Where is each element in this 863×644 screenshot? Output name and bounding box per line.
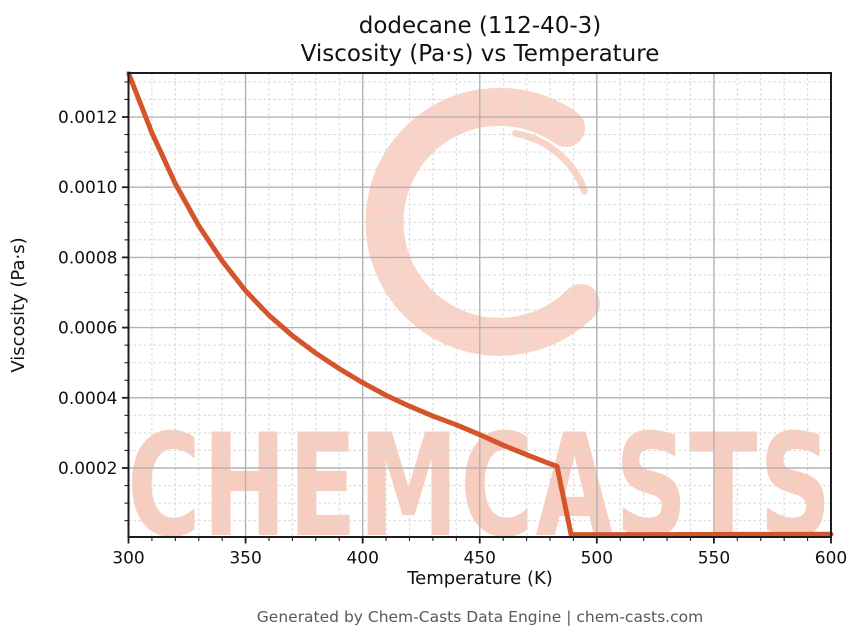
viscosity-curve	[126, 71, 834, 538]
viscosity-line	[126, 71, 834, 538]
y-tick-label: 0.0006	[58, 319, 117, 339]
y-axis-tick-labels: 0.0002 0.0004 0.0006 0.0008 0.0010 0.0012	[58, 108, 117, 479]
y-tick-label: 0.0002	[58, 459, 117, 479]
x-tick-label: 350	[229, 549, 261, 569]
gridlines-major	[128, 73, 831, 537]
x-axis-tick-labels: 300 350 400 450 500 550 600	[112, 549, 847, 569]
logo-swoosh-stroke	[512, 129, 589, 195]
y-axis-label: Viscosity (Pa·s)	[8, 237, 29, 372]
x-tick-label: 500	[581, 549, 613, 569]
footer-credit: Generated by Chem-Casts Data Engine | ch…	[257, 608, 703, 626]
y-tick-label: 0.0012	[58, 108, 117, 128]
x-axis-label: Temperature (K)	[406, 568, 553, 589]
x-tick-label: 450	[464, 549, 496, 569]
chart-title-line2: Viscosity (Pa·s) vs Temperature	[301, 41, 660, 67]
y-tick-label: 0.0008	[58, 248, 117, 268]
x-tick-label: 400	[346, 549, 378, 569]
y-tick-label: 0.0010	[58, 178, 117, 198]
x-tick-label: 300	[112, 549, 144, 569]
tick-marks	[122, 81, 832, 544]
x-tick-label: 550	[698, 549, 730, 569]
y-tick-label: 0.0004	[58, 389, 117, 409]
chart-title-line1: dodecane (112-40-3)	[359, 13, 602, 39]
chemcasts-c-swirl-logo-icon	[365, 87, 600, 356]
x-tick-label: 600	[815, 549, 847, 569]
logo-ring-stroke	[365, 87, 600, 356]
